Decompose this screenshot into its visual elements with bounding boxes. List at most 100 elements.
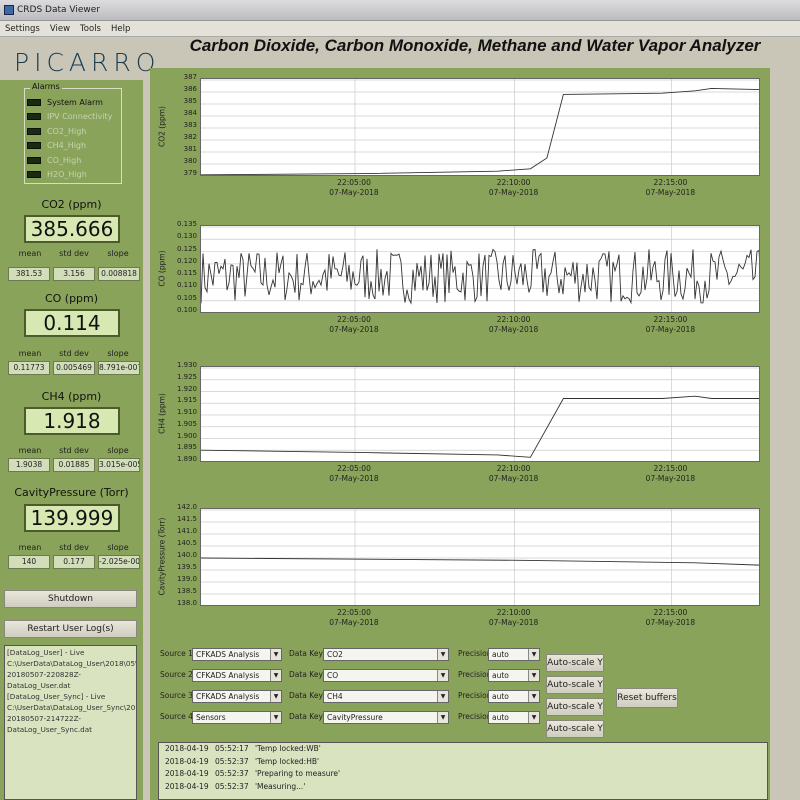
source-label: Source 4 — [160, 712, 193, 721]
ch4-slope: 3.015e-005 — [98, 458, 140, 472]
y-tick-label: 141.5 — [176, 515, 197, 523]
chart-svg — [201, 226, 759, 312]
ch4-stats: 1.9038 0.01885 3.015e-005 — [8, 458, 140, 472]
series-line — [201, 87, 759, 175]
alarm-ipv: IPV Connectivity — [27, 110, 119, 125]
alarm-led-icon — [27, 171, 41, 179]
x-tick-label: 22:15:00 07-May-2018 — [645, 608, 696, 627]
source-dropdown[interactable]: CFKADS Analysis ▼ — [192, 690, 282, 703]
chart-plot-1[interactable] — [200, 225, 760, 313]
source-dropdown[interactable]: Sensors ▼ — [192, 711, 282, 724]
series-line — [201, 248, 759, 305]
x-tick-label: 22:05:00 07-May-2018 — [329, 464, 379, 483]
menu-help[interactable]: Help — [111, 23, 131, 34]
y-tick-label: 1.920 — [176, 384, 197, 393]
y-tick-label: 0.100 — [176, 306, 197, 314]
y-tick-label: 140.5 — [176, 539, 197, 547]
x-tick-label: 22:05:00 07-May-2018 — [329, 178, 379, 197]
data-key-label: Data Key 4 — [289, 712, 331, 721]
y-tick-label: 387 — [183, 73, 197, 81]
autoscale-y-button-3[interactable]: Auto-scale Y — [546, 698, 604, 716]
chevron-down-icon: ▼ — [528, 712, 539, 723]
data-key-dropdown[interactable]: CO2 ▼ — [323, 648, 449, 661]
chevron-down-icon: ▼ — [270, 649, 281, 660]
shutdown-button[interactable]: Shutdown — [4, 590, 137, 608]
data-key-dropdown[interactable]: CO ▼ — [323, 669, 449, 682]
alarms-legend: Alarms — [30, 82, 62, 91]
alarm-led-icon — [27, 142, 41, 150]
precision-dropdown[interactable]: auto ▼ — [488, 648, 540, 661]
menu-view[interactable]: View — [49, 23, 71, 34]
reset-buffers-button[interactable]: Reset buffers — [616, 688, 678, 708]
y-tick-label: 383 — [183, 121, 197, 129]
y-tick-label: 1.905 — [176, 419, 197, 428]
message-log[interactable]: 2018-04-19 05:52:17 'Temp locked:WB' 2018-… — [158, 742, 768, 800]
data-key-dropdown[interactable]: CavityPressure ▼ — [323, 711, 449, 724]
message-row: 2018-04-19 05:52:37 'Measuring...' — [165, 781, 306, 791]
x-tick-label: 22:10:00 07-May-2018 — [488, 178, 539, 197]
y-axis-title: CO2 (ppm) — [157, 106, 167, 147]
alarm-led-icon — [27, 127, 41, 135]
autoscale-y-button-1[interactable]: Auto-scale Y — [546, 654, 604, 672]
message-row: 2018-04-19 05:52:37 'Preparing to measure' — [165, 769, 341, 778]
chart-plot-0[interactable] — [200, 78, 760, 176]
y-tick-label: 140.0 — [176, 551, 197, 559]
chevron-down-icon: ▼ — [437, 670, 448, 681]
y-tick-label: 141.0 — [176, 527, 197, 535]
precision-dropdown[interactable]: auto ▼ — [488, 669, 540, 682]
y-tick-label: 0.110 — [176, 281, 197, 290]
menu-settings[interactable]: Settings — [5, 23, 40, 34]
chevron-down-icon: ▼ — [270, 691, 281, 702]
co-value: 0.114 — [24, 309, 120, 337]
autoscale-y-button-4[interactable]: Auto-scale Y — [546, 720, 604, 738]
y-tick-label: 1.925 — [176, 372, 197, 381]
y-tick-label: 385 — [183, 97, 197, 105]
source-dropdown[interactable]: CFKADS Analysis ▼ — [192, 648, 282, 661]
window-titlebar: CRDS Data Viewer — [0, 0, 800, 21]
x-tick-label: 22:15:00 07-May-2018 — [645, 464, 696, 483]
chevron-down-icon: ▼ — [528, 691, 539, 702]
series-line — [201, 557, 759, 566]
alarms-group: System Alarm IPV Connectivity CO2_High C… — [24, 88, 122, 184]
datalog-list[interactable]: [DataLog_User] - Live C:\UserData\DataLo… — [4, 645, 137, 800]
y-tick-label: 0.130 — [176, 232, 197, 241]
y-tick-label: 139.5 — [176, 563, 197, 571]
menu-bar: Settings View Tools Help — [0, 21, 800, 37]
precision-dropdown[interactable]: auto ▼ — [488, 711, 540, 724]
pressure-mean: 140 — [8, 555, 50, 569]
y-tick-label: 1.900 — [176, 431, 197, 440]
chart-svg — [201, 509, 759, 605]
source-label: Source 3 — [160, 691, 193, 700]
x-tick-label: 22:10:00 07-May-2018 — [488, 464, 539, 483]
co-std: 0.005469 — [53, 361, 95, 375]
chevron-down-icon: ▼ — [528, 649, 539, 660]
chart-plot-3[interactable] — [200, 508, 760, 606]
picarro-logo: PICARRO — [14, 48, 161, 77]
message-row: 2018-04-19 05:52:17 'Temp locked:WB' — [165, 744, 321, 753]
source-dropdown[interactable]: CFKADS Analysis ▼ — [192, 669, 282, 682]
datalog-line: C:\UserData\DataLog_User_Sync\2018\05\07… — [7, 703, 137, 734]
menu-tools[interactable]: Tools — [80, 23, 101, 34]
y-tick-label: 381 — [183, 145, 197, 153]
precision-dropdown[interactable]: auto ▼ — [488, 690, 540, 703]
data-key-dropdown[interactable]: CH4 ▼ — [323, 690, 449, 703]
alarm-led-icon — [27, 98, 41, 106]
ch4-value: 1.918 — [24, 407, 120, 435]
chart-svg — [201, 79, 759, 175]
alarm-led-icon — [27, 113, 41, 121]
y-tick-label: 1.930 — [176, 361, 197, 369]
autoscale-y-button-2[interactable]: Auto-scale Y — [546, 676, 604, 694]
chevron-down-icon: ▼ — [270, 712, 281, 723]
restart-user-log-button[interactable]: Restart User Log(s) — [4, 620, 137, 638]
data-key-label: Data Key 2 — [289, 670, 331, 679]
x-tick-label: 22:05:00 07-May-2018 — [329, 315, 379, 334]
alarm-led-icon — [27, 156, 41, 164]
data-key-label: Data Key 3 — [289, 691, 331, 700]
datalog-line: [DataLog_User_Sync] - Live — [7, 692, 106, 701]
y-tick-label: 139.0 — [176, 575, 197, 583]
chart-plot-2[interactable] — [200, 366, 760, 462]
precision-label: Precision — [458, 691, 492, 700]
ch4-label: CH4 (ppm) — [41, 390, 102, 403]
chevron-down-icon: ▼ — [270, 670, 281, 681]
y-axis-title: CO (ppm) — [157, 250, 167, 287]
